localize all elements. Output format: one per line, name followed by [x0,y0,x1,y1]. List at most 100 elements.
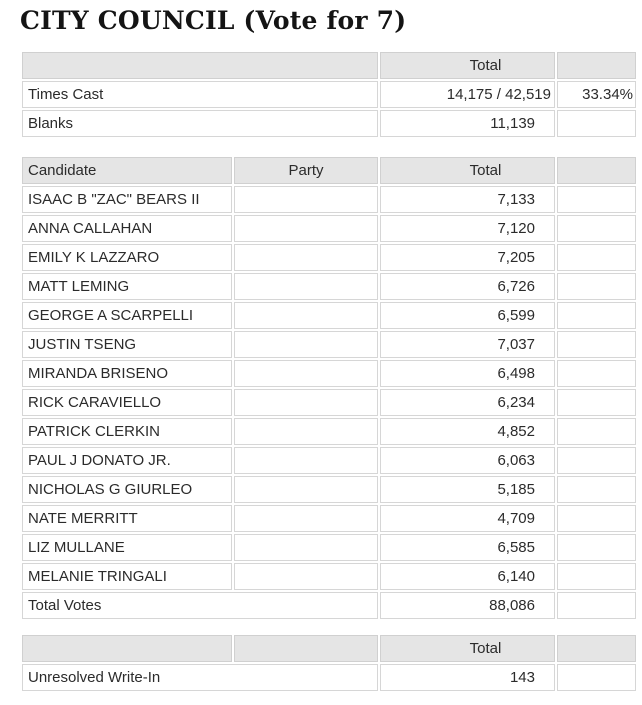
results-header-percent-spacer [557,157,636,184]
candidate-row: MATT LEMING 6,726 [22,273,636,300]
candidate-name-cell: ISAAC B "ZAC" BEARS II [22,186,232,213]
writein-percent-cell [557,664,636,691]
candidate-name-cell: MELANIE TRINGALI [22,563,232,590]
percent-cell [557,273,636,300]
writein-header-spacer-2 [234,635,378,662]
writein-label-cell: Unresolved Write-In [22,664,378,691]
percent-cell [557,534,636,561]
candidate-name-cell: RICK CARAVIELLO [22,389,232,416]
candidate-name-cell: LIZ MULLANE [22,534,232,561]
party-cell [234,534,378,561]
vote-total-cell: 4,852 [380,418,555,445]
total-votes-label-cell: Total Votes [22,592,378,619]
candidate-name-cell: MIRANDA BRISENO [22,360,232,387]
party-header: Party [234,157,378,184]
summary-body: Times Cast 14,175 / 42,519 33.34% Blanks… [22,81,636,137]
summary-value-cell: 11,139 [380,110,555,137]
party-cell [234,563,378,590]
writein-value-cell: 143 [380,664,555,691]
summary-row: Times Cast 14,175 / 42,519 33.34% [22,81,636,108]
vote-total-cell: 6,599 [380,302,555,329]
summary-percent-cell: 33.34% [557,81,636,108]
percent-cell [557,563,636,590]
candidate-row: RICK CARAVIELLO 6,234 [22,389,636,416]
percent-cell [557,244,636,271]
writein-table: Total Unresolved Write-In 143 [20,633,638,693]
candidate-name-cell: ANNA CALLAHAN [22,215,232,242]
candidate-row: GEORGE A SCARPELLI 6,599 [22,302,636,329]
party-cell [234,418,378,445]
results-table: Candidate Party Total ISAAC B "ZAC" BEAR… [20,155,638,621]
candidate-name-cell: EMILY K LAZZARO [22,244,232,271]
candidate-name-cell: PATRICK CLERKIN [22,418,232,445]
percent-cell [557,476,636,503]
vote-total-cell: 7,037 [380,331,555,358]
candidate-row: LIZ MULLANE 6,585 [22,534,636,561]
party-cell [234,476,378,503]
summary-label-cell: Blanks [22,110,378,137]
summary-value-cell: 14,175 / 42,519 [380,81,555,108]
candidate-row: MELANIE TRINGALI 6,140 [22,563,636,590]
party-cell [234,186,378,213]
vote-total-cell: 7,133 [380,186,555,213]
percent-cell [557,505,636,532]
party-cell [234,505,378,532]
candidate-row: ISAAC B "ZAC" BEARS II 7,133 [22,186,636,213]
writein-header-percent-spacer [557,635,636,662]
vote-total-cell: 6,498 [380,360,555,387]
vote-total-cell: 7,120 [380,215,555,242]
candidate-name-cell: PAUL J DONATO JR. [22,447,232,474]
percent-cell [557,302,636,329]
candidate-row: EMILY K LAZZARO 7,205 [22,244,636,271]
party-cell [234,331,378,358]
candidate-name-cell: JUSTIN TSENG [22,331,232,358]
party-cell [234,215,378,242]
contest-title: CITY COUNCIL (Vote for 7) [20,6,407,35]
candidate-row: JUSTIN TSENG 7,037 [22,331,636,358]
vote-total-cell: 6,140 [380,563,555,590]
writein-header-row: Total [22,635,636,662]
candidate-name-cell: NICHOLAS G GIURLEO [22,476,232,503]
summary-header-row: Total [22,52,636,79]
results-body: ISAAC B "ZAC" BEARS II 7,133 ANNA CALLAH… [22,186,636,590]
summary-header-spacer [22,52,378,79]
candidate-row: PATRICK CLERKIN 4,852 [22,418,636,445]
vote-total-cell: 7,205 [380,244,555,271]
percent-cell [557,389,636,416]
vote-total-cell: 4,709 [380,505,555,532]
writein-row: Unresolved Write-In 143 [22,664,636,691]
vote-total-cell: 6,585 [380,534,555,561]
party-cell [234,360,378,387]
candidate-row: PAUL J DONATO JR. 6,063 [22,447,636,474]
summary-table: Total Times Cast 14,175 / 42,519 33.34% … [20,50,638,139]
party-cell [234,447,378,474]
total-votes-percent-cell [557,592,636,619]
candidate-name-cell: MATT LEMING [22,273,232,300]
candidate-row: MIRANDA BRISENO 6,498 [22,360,636,387]
percent-cell [557,331,636,358]
writein-header-total: Total [380,635,555,662]
percent-cell [557,360,636,387]
party-cell [234,273,378,300]
total-header: Total [380,157,555,184]
total-votes-row: Total Votes 88,086 [22,592,636,619]
summary-label-cell: Times Cast [22,81,378,108]
results-header-row: Candidate Party Total [22,157,636,184]
vote-total-cell: 6,234 [380,389,555,416]
vote-total-cell: 5,185 [380,476,555,503]
party-cell [234,244,378,271]
percent-cell [557,215,636,242]
candidate-name-cell: NATE MERRITT [22,505,232,532]
writein-header-spacer-1 [22,635,232,662]
percent-cell [557,186,636,213]
vote-total-cell: 6,063 [380,447,555,474]
summary-percent-cell [557,110,636,137]
summary-row: Blanks 11,139 [22,110,636,137]
candidate-row: NATE MERRITT 4,709 [22,505,636,532]
percent-cell [557,418,636,445]
vote-total-cell: 6,726 [380,273,555,300]
percent-cell [557,447,636,474]
candidate-row: ANNA CALLAHAN 7,120 [22,215,636,242]
party-cell [234,302,378,329]
candidate-row: NICHOLAS G GIURLEO 5,185 [22,476,636,503]
